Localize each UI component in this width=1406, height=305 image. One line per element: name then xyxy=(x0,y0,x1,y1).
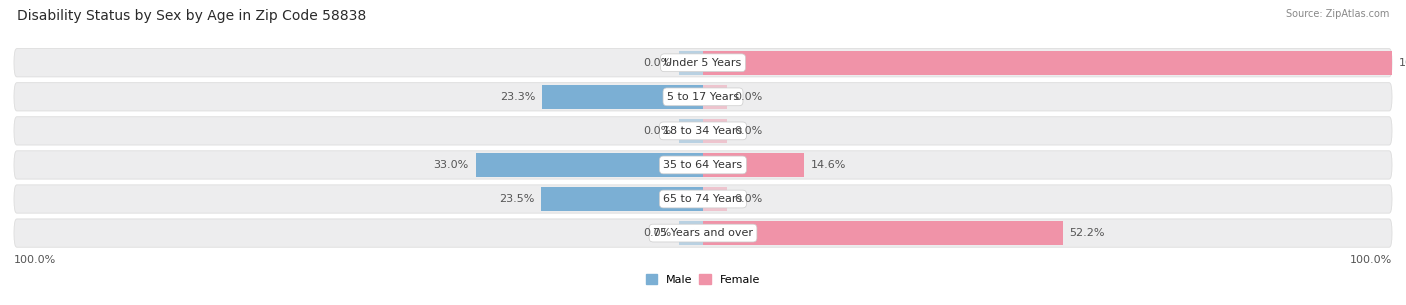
Bar xyxy=(703,187,727,211)
Text: 5 to 17 Years: 5 to 17 Years xyxy=(666,92,740,102)
Bar xyxy=(543,84,703,109)
Bar xyxy=(475,153,703,177)
Bar xyxy=(679,119,703,143)
FancyBboxPatch shape xyxy=(14,219,1392,247)
Text: 0.0%: 0.0% xyxy=(734,92,762,102)
Bar xyxy=(679,51,703,75)
Text: 23.3%: 23.3% xyxy=(501,92,536,102)
Bar xyxy=(541,187,703,211)
Text: 65 to 74 Years: 65 to 74 Years xyxy=(664,194,742,204)
Bar xyxy=(703,153,804,177)
Bar xyxy=(703,119,727,143)
Text: 52.2%: 52.2% xyxy=(1070,228,1105,238)
FancyBboxPatch shape xyxy=(14,83,1392,111)
FancyBboxPatch shape xyxy=(14,117,1392,145)
Text: 0.0%: 0.0% xyxy=(644,58,672,68)
FancyBboxPatch shape xyxy=(14,48,1392,77)
Text: 0.0%: 0.0% xyxy=(734,126,762,136)
Text: 33.0%: 33.0% xyxy=(433,160,468,170)
Text: 75 Years and over: 75 Years and over xyxy=(652,228,754,238)
Text: Source: ZipAtlas.com: Source: ZipAtlas.com xyxy=(1285,9,1389,19)
Text: 14.6%: 14.6% xyxy=(810,160,846,170)
Bar xyxy=(703,51,1392,75)
Text: 23.5%: 23.5% xyxy=(499,194,534,204)
Text: Under 5 Years: Under 5 Years xyxy=(665,58,741,68)
Text: 0.0%: 0.0% xyxy=(644,126,672,136)
Bar xyxy=(679,221,703,245)
Text: 18 to 34 Years: 18 to 34 Years xyxy=(664,126,742,136)
Bar xyxy=(703,221,1063,245)
Text: 0.0%: 0.0% xyxy=(644,228,672,238)
Text: 100.0%: 100.0% xyxy=(1350,255,1392,265)
Bar xyxy=(703,84,727,109)
Text: 100.0%: 100.0% xyxy=(14,255,56,265)
Legend: Male, Female: Male, Female xyxy=(641,270,765,289)
Text: 0.0%: 0.0% xyxy=(734,194,762,204)
FancyBboxPatch shape xyxy=(14,151,1392,179)
Text: 100.0%: 100.0% xyxy=(1399,58,1406,68)
Text: Disability Status by Sex by Age in Zip Code 58838: Disability Status by Sex by Age in Zip C… xyxy=(17,9,366,23)
FancyBboxPatch shape xyxy=(14,185,1392,213)
Text: 35 to 64 Years: 35 to 64 Years xyxy=(664,160,742,170)
